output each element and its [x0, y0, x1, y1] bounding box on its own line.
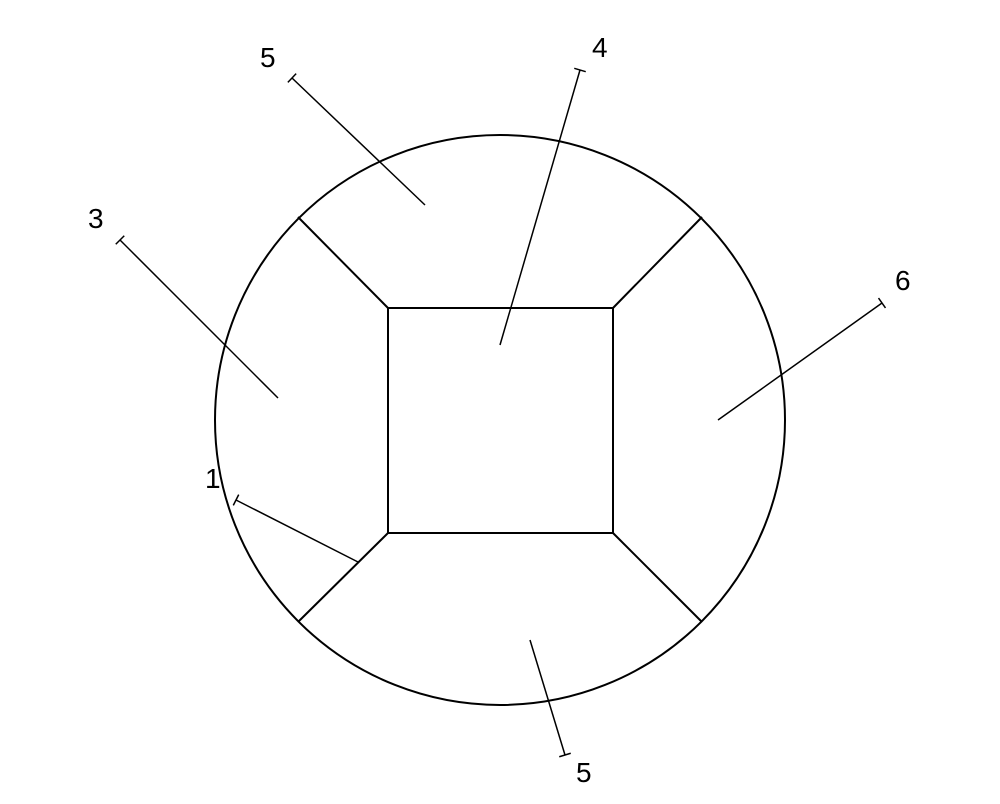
corner-connector	[298, 533, 388, 622]
callout-label: 5	[576, 757, 592, 788]
leader-line	[236, 500, 358, 562]
corner-connector	[613, 217, 702, 308]
leader-line	[718, 303, 882, 420]
leader-tick	[879, 298, 886, 308]
technical-diagram: 1 3 4 5 5 6	[0, 0, 1000, 804]
leader-line	[120, 240, 278, 398]
leader-line	[500, 70, 580, 345]
callout-label: 1	[205, 463, 221, 494]
callout-label: 3	[88, 203, 104, 234]
corner-connector	[613, 533, 702, 622]
callout-label: 5	[260, 42, 276, 73]
leader-tick	[233, 495, 238, 506]
callout-label: 6	[895, 265, 911, 296]
leader-line	[530, 640, 565, 755]
corner-connector	[298, 217, 388, 308]
leader-line	[292, 78, 425, 205]
callout-label: 4	[592, 32, 608, 63]
